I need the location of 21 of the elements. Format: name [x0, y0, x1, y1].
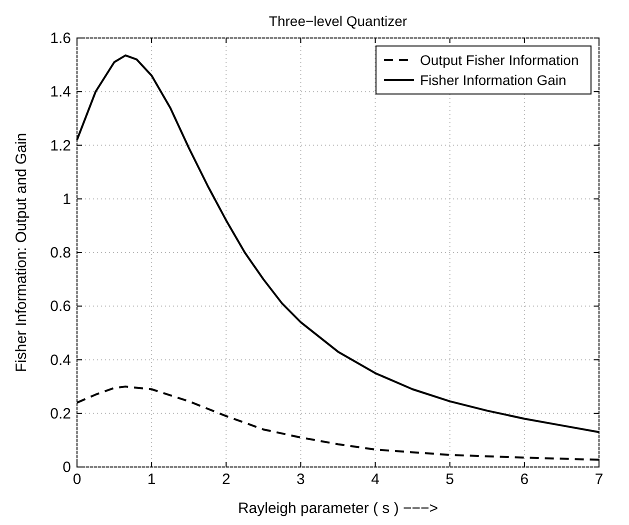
- y-tick-label: 0.2: [50, 405, 71, 422]
- y-tick-label: 1.2: [50, 137, 71, 154]
- x-tick-label: 7: [594, 471, 604, 488]
- y-tick-label: 0.4: [50, 352, 71, 369]
- x-tick-label: 1: [147, 471, 156, 488]
- y-tick-label: 1.4: [50, 84, 71, 101]
- x-tick-label: 5: [446, 471, 454, 488]
- y-tick-label: 0.6: [50, 298, 71, 316]
- y-tick-label: 0.8: [50, 244, 71, 262]
- legend-label: Fisher Information Gain: [420, 72, 566, 88]
- x-tick-label: 2: [222, 471, 230, 488]
- x-tick-label: 3: [296, 471, 305, 488]
- x-axis-title: Rayleigh parameter ( s ) −−−>: [238, 500, 438, 517]
- y-axis-title: Fisher Information: Output and Gain: [13, 132, 30, 372]
- y-tick-label: 1.6: [50, 30, 71, 47]
- x-tick-label: 6: [520, 471, 529, 488]
- y-tick-label: 1: [62, 190, 71, 208]
- x-tick-label: 4: [371, 471, 380, 488]
- y-tick-label: 0: [62, 459, 71, 476]
- legend-label: Output Fisher Information: [420, 52, 579, 68]
- chart-title: Three−level Quantizer: [268, 13, 408, 29]
